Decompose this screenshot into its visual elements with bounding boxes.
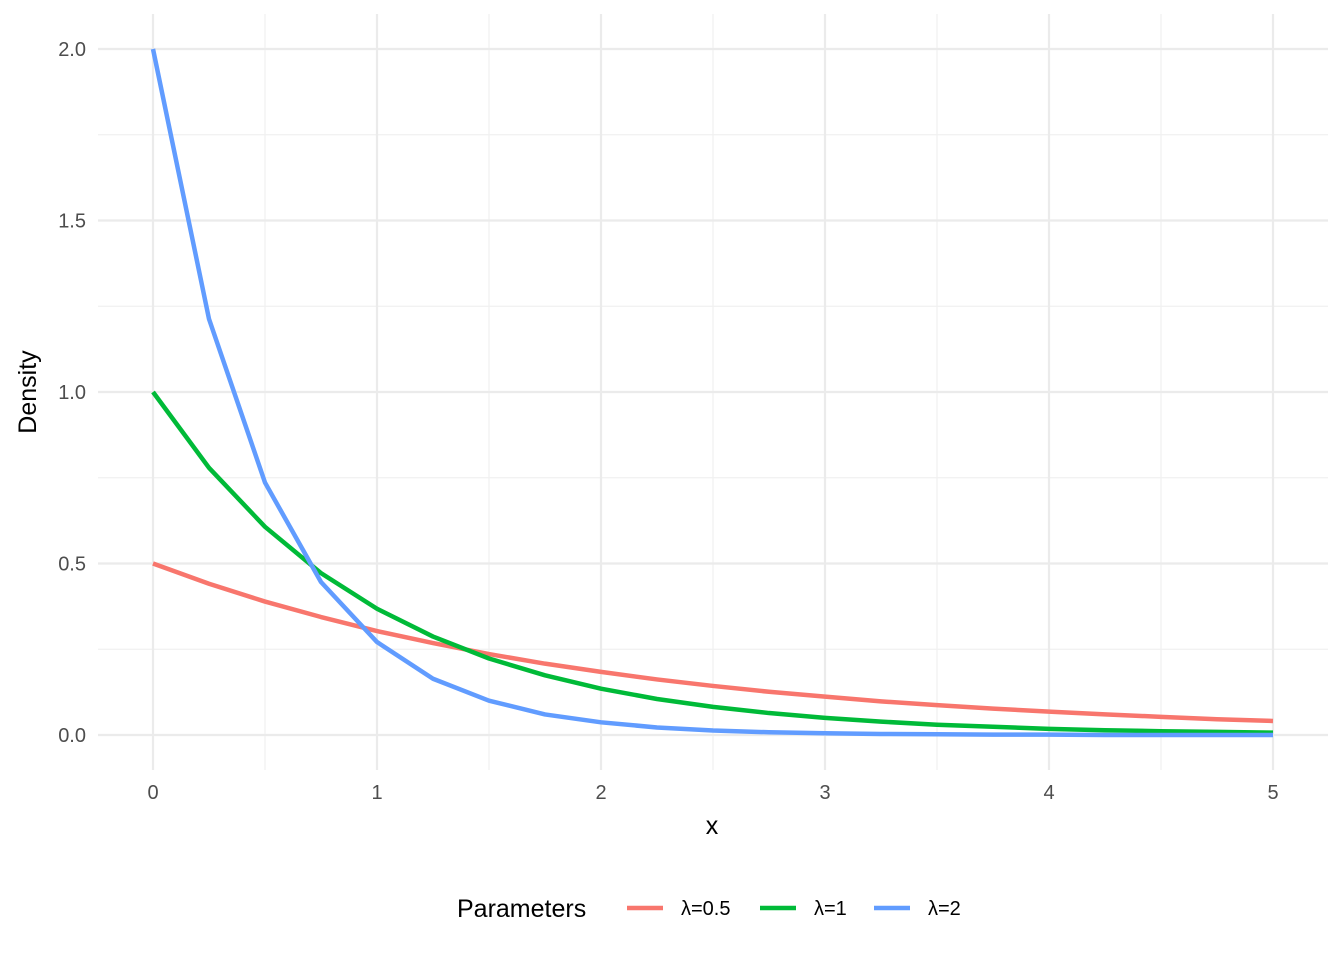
x-tick-label: 4 (1043, 782, 1054, 804)
x-tick-labels: 0 1 2 3 4 5 (147, 782, 1278, 804)
series-line-1 (152, 561, 1274, 724)
series-line-3 (150, 48, 1273, 738)
legend-title: Parameters (457, 895, 586, 923)
y-tick-labels: 0.0 0.5 1.0 1.5 2.0 (58, 39, 86, 747)
legend-label-3: λ=2 (928, 898, 961, 920)
y-axis-title: Density (14, 350, 42, 434)
y-tick-label: 1.0 (58, 382, 86, 404)
x-tick-label: 2 (595, 782, 606, 804)
y-tick-label: 0.5 (58, 554, 86, 576)
y-tick-label: 0.0 (58, 725, 86, 747)
major-gridlines (98, 14, 1328, 770)
legend-label-1: λ=0.5 (681, 898, 730, 920)
legend-label-2: λ=1 (814, 898, 847, 920)
legend-items: λ=0.5 λ=1 λ=2 (627, 898, 961, 920)
x-tick-label: 0 (147, 782, 158, 804)
legend: Parameters λ=0.5 λ=1 λ=2 (457, 895, 961, 923)
x-axis-title: x (706, 812, 719, 840)
x-tick-label: 3 (819, 782, 830, 804)
series-lines (150, 48, 1274, 738)
y-tick-label: 1.5 (58, 211, 86, 233)
series-line-2 (151, 390, 1274, 735)
x-tick-label: 1 (371, 782, 382, 804)
y-tick-label: 2.0 (58, 39, 86, 61)
x-tick-label: 5 (1267, 782, 1278, 804)
